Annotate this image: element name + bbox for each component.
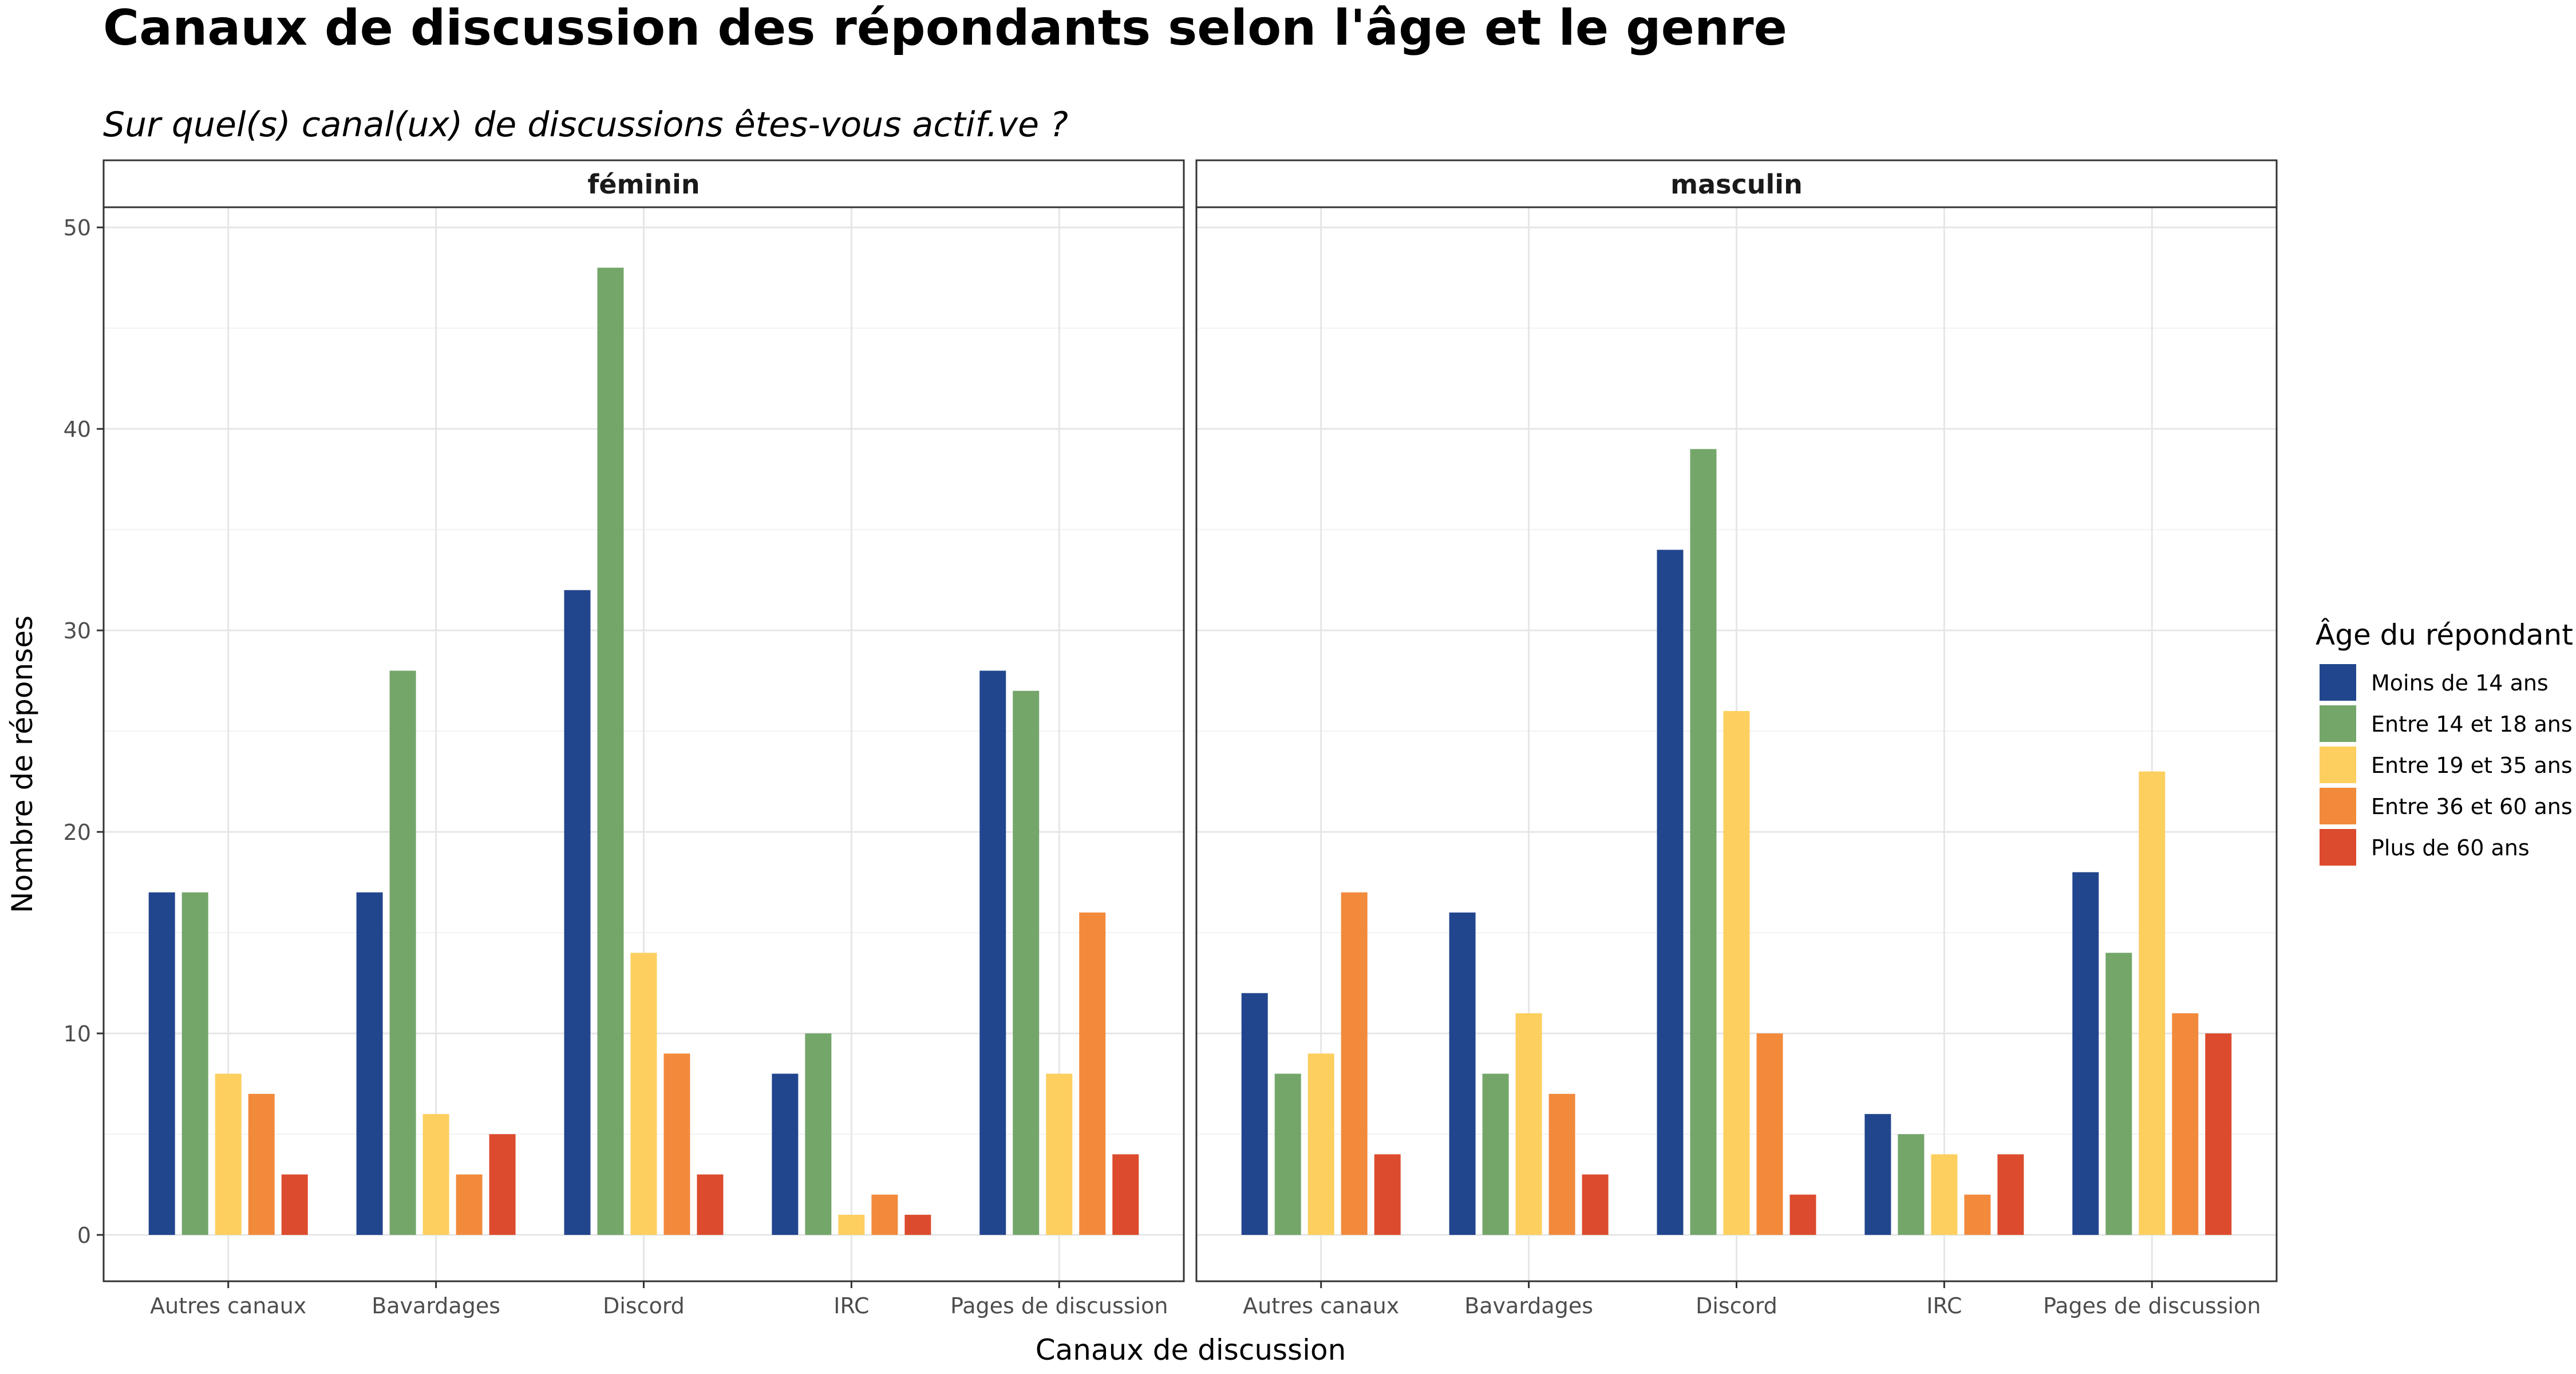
y-axis-title: Nombre de réponses <box>6 615 39 913</box>
legend-swatch <box>2320 747 2356 783</box>
x-tick-label: Discord <box>603 1293 685 1318</box>
bar <box>489 1134 516 1235</box>
x-tick-label: Pages de discussion <box>950 1293 1168 1318</box>
facet-strip-label: masculin <box>1670 169 1803 200</box>
chart-title: Canaux de discussion des répondants selo… <box>103 0 1787 57</box>
bar <box>1515 1013 1542 1235</box>
facet-strip <box>1195 159 2278 208</box>
x-tick-label: Autres canaux <box>1243 1293 1399 1318</box>
bar <box>1756 1033 1783 1235</box>
x-tick-label: Autres canaux <box>150 1293 306 1318</box>
bar <box>663 1053 690 1235</box>
bar <box>1046 1073 1073 1235</box>
x-tick-label: Pages de discussion <box>2043 1293 2261 1318</box>
x-tick-label: IRC <box>833 1293 869 1318</box>
bar <box>422 1114 449 1235</box>
bar <box>1374 1154 1401 1235</box>
legend-swatch <box>2320 788 2356 824</box>
bar <box>1341 892 1368 1235</box>
facet-strip-label: féminin <box>587 169 700 200</box>
bar <box>2072 872 2099 1235</box>
bar <box>215 1073 242 1235</box>
bar <box>1548 1093 1575 1235</box>
bar <box>697 1174 724 1235</box>
bar <box>1449 912 1476 1235</box>
bar <box>1482 1073 1509 1235</box>
legend-swatch <box>2320 664 2356 701</box>
bar <box>1112 1154 1139 1235</box>
legend-label: Entre 36 et 60 ans <box>2371 794 2573 819</box>
facet-strip <box>102 159 1185 208</box>
bar <box>2205 1033 2232 1235</box>
bar <box>1931 1154 1958 1235</box>
legend-label: Entre 14 et 18 ans <box>2371 712 2573 737</box>
panels: 0 10 20 30 40 50 féminin Autres canaux Bavardage… <box>64 159 2278 1318</box>
bar <box>2105 953 2132 1235</box>
bar <box>1723 710 1750 1235</box>
legend-swatch <box>2320 829 2356 866</box>
bar <box>979 670 1006 1235</box>
legend-swatch <box>2320 705 2356 742</box>
x-tick-label: Bavardages <box>1464 1293 1593 1318</box>
bar <box>904 1214 931 1235</box>
bar <box>248 1093 275 1235</box>
bar <box>1274 1073 1301 1235</box>
bar <box>597 267 624 1235</box>
x-tick-label: IRC <box>1926 1293 1962 1318</box>
bar <box>871 1194 898 1235</box>
bar <box>389 670 416 1235</box>
bar <box>838 1214 865 1235</box>
y-tick-label: 10 <box>64 1021 91 1047</box>
bar <box>630 953 657 1235</box>
bar <box>1690 449 1717 1235</box>
y-tick-label: 40 <box>64 417 91 442</box>
bar <box>1997 1154 2024 1235</box>
panel-masculin: masculin Autres canaux Bavardages Discord IR… <box>1195 159 2278 1318</box>
legend: Âge du répondant Moins de 14 ans Entre 14… <box>2316 618 2573 866</box>
bar <box>2139 771 2166 1235</box>
panel-feminin: féminin Autres canaux Bavardages Discord IRC… <box>102 159 1185 1318</box>
bar <box>2172 1013 2199 1235</box>
bar <box>281 1174 308 1235</box>
bar <box>356 892 383 1235</box>
bar <box>1964 1194 1991 1235</box>
bar <box>1307 1053 1334 1235</box>
bar <box>1582 1174 1609 1235</box>
chart-subtitle: Sur quel(s) canal(ux) de discussions ête… <box>103 105 1068 145</box>
x-axis-title: Canaux de discussion <box>1036 1333 1346 1367</box>
y-tick-label: 30 <box>64 618 91 643</box>
bar <box>1241 993 1268 1235</box>
x-tick-label: Discord <box>1696 1293 1777 1318</box>
bar <box>1864 1114 1891 1235</box>
bar <box>1013 690 1040 1235</box>
legend-label: Entre 19 et 35 ans <box>2371 753 2573 778</box>
bar <box>1898 1134 1925 1235</box>
y-tick-label: 0 <box>77 1223 91 1248</box>
x-tick-label: Bavardages <box>372 1293 500 1318</box>
y-tick-label: 20 <box>64 820 91 845</box>
legend-label: Plus de 60 ans <box>2371 835 2530 860</box>
bar <box>181 892 208 1235</box>
bar <box>1789 1194 1816 1235</box>
bar <box>1079 912 1106 1235</box>
bar <box>148 892 175 1235</box>
bar <box>772 1073 799 1235</box>
y-tick-label: 50 <box>64 215 91 240</box>
bar <box>456 1174 483 1235</box>
bar <box>564 590 591 1235</box>
legend-label: Moins de 14 ans <box>2371 670 2549 696</box>
bar <box>805 1033 832 1235</box>
bar <box>1657 550 1684 1235</box>
legend-title: Âge du répondant <box>2316 618 2573 652</box>
